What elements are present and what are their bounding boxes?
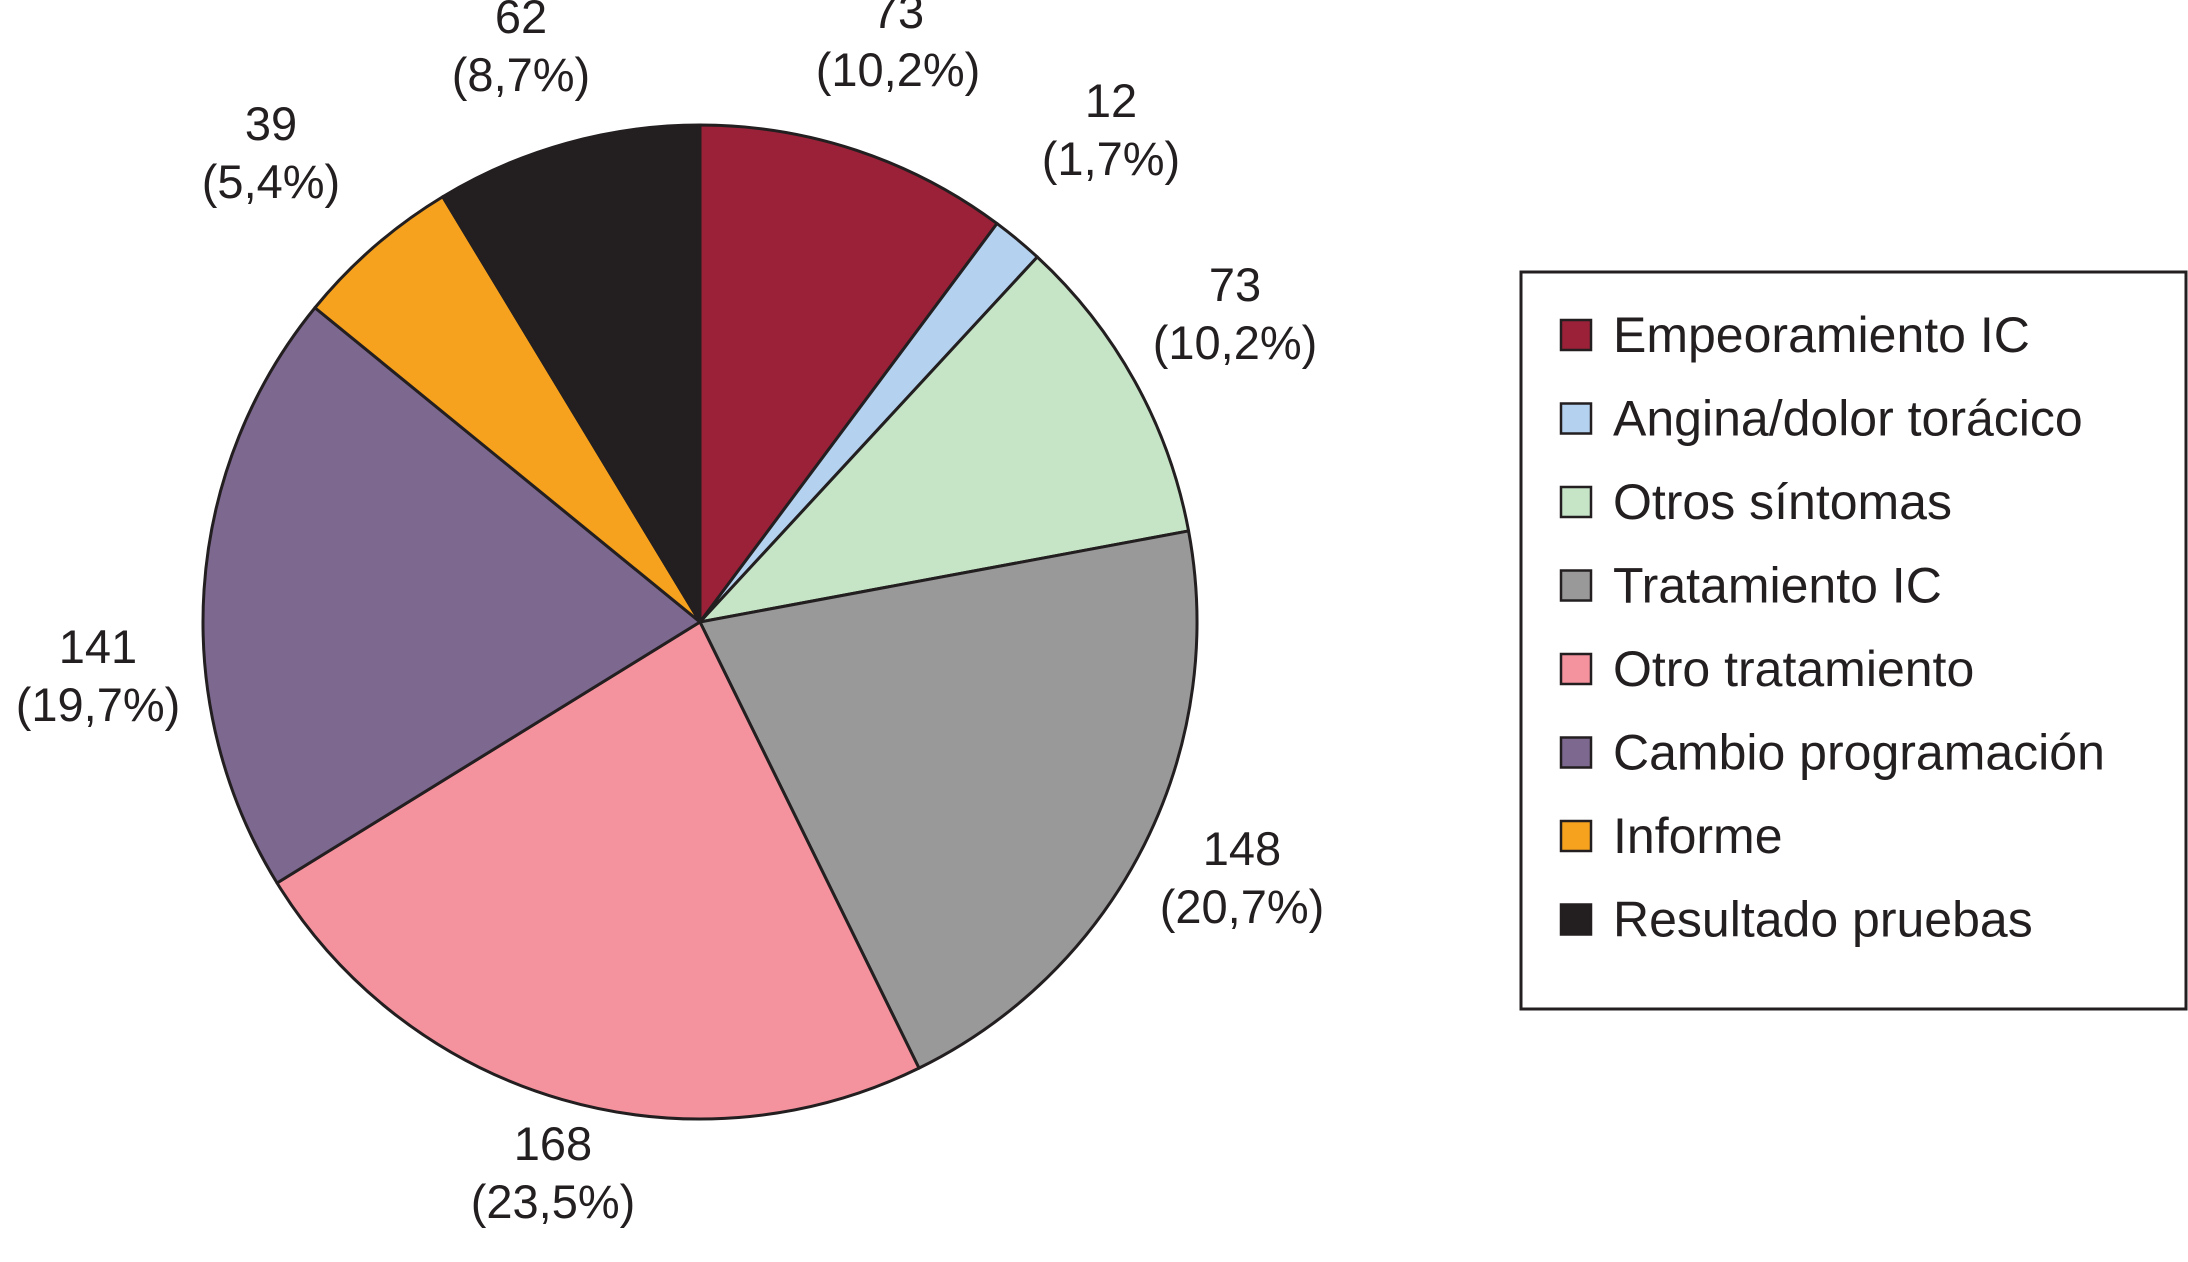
pie-slice-resultado-pruebas: [441, 123, 702, 624]
pie-slice-otro-tratamiento: [275, 620, 921, 1121]
data-label-value-empeoramiento-ic: 73: [872, 0, 924, 38]
legend-label-otro-tratamiento: Otro tratamiento: [1613, 641, 1974, 697]
legend-label-empeoramiento-ic: Empeoramiento IC: [1613, 307, 2030, 363]
data-label-percent-empeoramiento-ic: (10,2%): [816, 43, 981, 96]
legend-swatch-tratamiento-ic: [1559, 569, 1593, 602]
data-label-value-angina-dolor-toracico: 12: [1085, 74, 1137, 127]
data-label-percent-resultado-pruebas: (8,7%): [452, 48, 590, 101]
pie-data-labels: 73(10,2%)12(1,7%)73(10,2%)148(20,7%)168(…: [16, 0, 1325, 1228]
pie-slice-cambio-programacion: [201, 306, 702, 885]
legend-label-angina-dolor-toracico: Angina/dolor torácico: [1613, 391, 2083, 447]
legend-swatch-otros-sintomas: [1559, 485, 1593, 519]
pie-slice-informe: [313, 195, 702, 624]
legend-swatch-angina-dolor-toracico: [1559, 402, 1593, 435]
legend: Empeoramiento IC Angina/dolor torácico Otr…: [1519, 270, 2188, 1011]
data-label-percent-cambio-programacion: (19,7%): [16, 678, 181, 731]
data-label-value-tratamiento-ic: 148: [1203, 822, 1281, 875]
legend-label-resultado-pruebas: Resultado pruebas: [1613, 892, 2033, 948]
pie-slice-otros-sintomas: [698, 255, 1191, 624]
pie-slices: [201, 123, 1199, 1121]
legend-swatch-informe: [1559, 819, 1593, 853]
data-label-percent-informe: (5,4%): [202, 155, 340, 208]
legend-box: [1519, 270, 2188, 1011]
legend-label-informe: Informe: [1613, 808, 1783, 864]
data-label-value-informe: 39: [245, 97, 297, 150]
legend-label-otros-sintomas: Otros síntomas: [1613, 474, 1952, 530]
data-label-value-otros-sintomas: 73: [1209, 258, 1261, 311]
data-label-percent-tratamiento-ic: (20,7%): [1160, 880, 1325, 933]
data-label-percent-otros-sintomas: (10,2%): [1153, 316, 1318, 369]
pie-slice-tratamiento-ic: [698, 529, 1199, 1070]
data-label-percent-otro-tratamiento: (23,5%): [471, 1175, 636, 1228]
legend-swatch-empeoramiento-ic: [1559, 318, 1593, 352]
legend-swatch-resultado-pruebas: [1559, 903, 1593, 936]
legend-swatch-otro-tratamiento: [1559, 652, 1593, 686]
data-label-value-otro-tratamiento: 168: [514, 1117, 592, 1170]
legend-label-tratamiento-ic: Tratamiento IC: [1613, 558, 1942, 614]
pie-slice-empeoramiento-ic: [698, 123, 999, 624]
legend-swatch-cambio-programacion: [1559, 736, 1593, 769]
data-label-value-resultado-pruebas: 62: [495, 0, 547, 43]
data-label-value-cambio-programacion: 141: [59, 620, 137, 673]
data-label-percent-angina-dolor-toracico: (1,7%): [1042, 132, 1180, 185]
legend-label-cambio-programacion: Cambio programación: [1613, 725, 2105, 781]
